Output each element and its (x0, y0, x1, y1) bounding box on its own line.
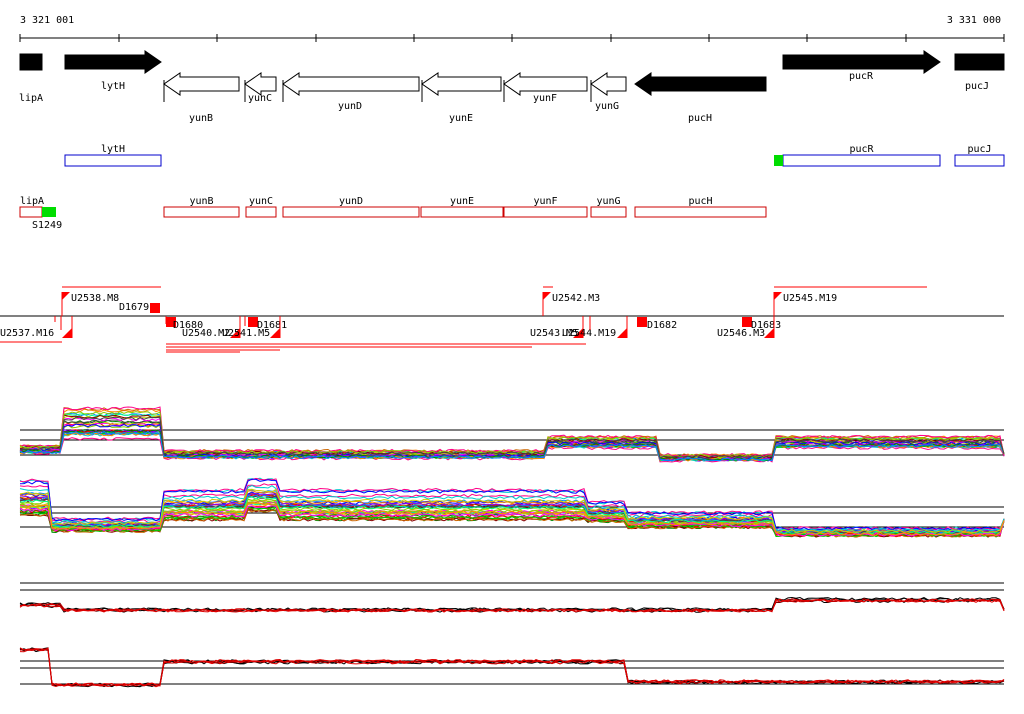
red-annotation-lipA[interactable]: lipA (19, 196, 44, 218)
upper-feature-U2545.M19[interactable]: U2545.M19 (773, 286, 927, 316)
gene-label-yunG: yunG (595, 101, 619, 112)
svg-text:U2544.M19: U2544.M19 (562, 328, 616, 339)
red-annotation-yunC[interactable]: yunC (245, 196, 277, 218)
svg-text:D1682: D1682 (647, 320, 677, 331)
upper-feature-U2538.M8[interactable]: U2538.M8 (61, 286, 161, 316)
svg-text:lipA: lipA (20, 196, 44, 207)
expression-panel-3 (19, 582, 1005, 613)
gene-lipA[interactable]: lipA (19, 53, 43, 104)
lower-feature-D1682[interactable]: D1682 (637, 317, 677, 331)
svg-text:U2546.M3: U2546.M3 (717, 328, 765, 339)
svg-text:D1679: D1679 (119, 302, 149, 313)
gene-pucH[interactable]: pucH (634, 72, 767, 124)
gene-label-yunF: yunF (533, 93, 557, 104)
blue-annotation-pucR[interactable]: pucR (782, 144, 941, 167)
coordinate-ruler: 3 321 001 3 331 000 (19, 15, 1005, 42)
gene-yunB[interactable]: yunB (163, 72, 240, 124)
gene-label-yunC: yunC (248, 93, 272, 104)
ruler-start-label: 3 321 001 (20, 15, 74, 26)
lower-feature-U2544.M19[interactable]: U2544.M19 (562, 316, 628, 339)
svg-text:lytH: lytH (101, 144, 125, 155)
svg-text:yunC: yunC (249, 196, 273, 207)
feature-track: U2538.M8 U2542.M3 U2545.M19 D1679 D1680 D1681… (0, 286, 1004, 353)
ruler-end-label: 3 331 000 (947, 15, 1001, 26)
svg-text:U2542.M3: U2542.M3 (552, 293, 600, 304)
red-annotation-yunG[interactable]: yunG (590, 196, 627, 218)
lower-feature-U2540.M2[interactable]: U2540.M2 (182, 316, 241, 339)
gene-yunD[interactable]: yunD (282, 72, 420, 112)
red-annotation-yunF[interactable]: yunF (503, 196, 588, 218)
svg-text:D1681: D1681 (257, 320, 287, 331)
gene-label-yunD: yunD (338, 101, 362, 112)
red-annotation-yunE[interactable]: yunE (420, 196, 504, 218)
upper-feature-U2542.M3[interactable]: U2542.M3 (542, 286, 600, 316)
lower-feature-D1681[interactable]: D1681 (248, 317, 287, 331)
red-annotation-row: lipA yunB yunC yunD yunE yunF yunG pucH S1249 (19, 196, 767, 231)
svg-text:yunE: yunE (450, 196, 474, 207)
svg-text:U2540.M2: U2540.M2 (182, 328, 230, 339)
svg-text:U2545.M19: U2545.M19 (783, 293, 837, 304)
red-annotation-yunD[interactable]: yunD (282, 196, 420, 218)
gene-label-yunE: yunE (449, 113, 473, 124)
expression-panel-4 (19, 647, 1005, 688)
gene-arrows-track: lipA lytH yunB yunC yunD yunE yunF yunG pucH pucR… (19, 50, 1005, 124)
gene-label-pucJ: pucJ (965, 81, 989, 92)
svg-text:pucJ: pucJ (967, 144, 991, 155)
gene-lytH[interactable]: lytH (64, 50, 162, 92)
lower-feature-U2541.M5[interactable]: U2541.M5 (222, 316, 281, 339)
gene-yunE[interactable]: yunE (421, 72, 502, 124)
svg-text:U2541.M5: U2541.M5 (222, 328, 270, 339)
red-annotation-yunB[interactable]: yunB (163, 196, 240, 218)
lower-feature-U2546.M3[interactable]: U2546.M3 (717, 316, 775, 339)
gene-label-pucH: pucH (688, 113, 712, 124)
gene-label-lipA: lipA (19, 93, 43, 104)
blue-annotation-lytH[interactable]: lytH (64, 144, 162, 167)
gene-label-lytH: lytH (101, 81, 125, 92)
lower-feature-U2543.M5[interactable]: U2543.M5 (530, 316, 584, 339)
svg-text:U2537.M16: U2537.M16 (0, 328, 54, 339)
red-annotation-pucH[interactable]: pucH (634, 196, 767, 218)
gene-pucR[interactable]: pucR (782, 50, 941, 82)
gene-label-yunB: yunB (189, 113, 213, 124)
svg-text:U2538.M8: U2538.M8 (71, 293, 119, 304)
svg-text:yunD: yunD (339, 196, 363, 207)
svg-text:U2543.M5: U2543.M5 (530, 328, 578, 339)
gene-yunF[interactable]: yunF (503, 72, 588, 104)
expression-panel-2 (19, 477, 1005, 538)
svg-text:S1249: S1249 (32, 220, 62, 231)
gene-yunC[interactable]: yunC (244, 72, 277, 104)
svg-text:pucR: pucR (849, 144, 874, 155)
svg-text:yunG: yunG (596, 196, 620, 207)
lower-feature-U2537.M16[interactable]: U2537.M16 (0, 316, 73, 339)
blue-annotation-pucJ[interactable]: pucJ (954, 144, 1005, 167)
svg-text:yunF: yunF (533, 196, 557, 207)
lower-feature-D1683[interactable]: D1683 (742, 317, 781, 331)
blue-annotation-row: lytH pucR pucJ (64, 144, 1005, 167)
gene-label-pucR: pucR (849, 71, 874, 82)
svg-text:pucH: pucH (688, 196, 712, 207)
gene-yunG[interactable]: yunG (590, 72, 627, 112)
svg-text:D1680: D1680 (173, 320, 203, 331)
lower-feature-D1680[interactable]: D1680 (166, 317, 203, 331)
svg-text:yunB: yunB (189, 196, 213, 207)
lower-feature-D1679[interactable]: D1679 (119, 302, 160, 313)
green-feature-s1249[interactable]: S1249 (32, 207, 62, 231)
expression-panel-1 (19, 406, 1005, 463)
svg-text:D1683: D1683 (751, 320, 781, 331)
expression-panels (19, 406, 1005, 688)
green-feature-pucR[interactable] (774, 155, 783, 166)
gene-pucJ[interactable]: pucJ (954, 53, 1005, 92)
